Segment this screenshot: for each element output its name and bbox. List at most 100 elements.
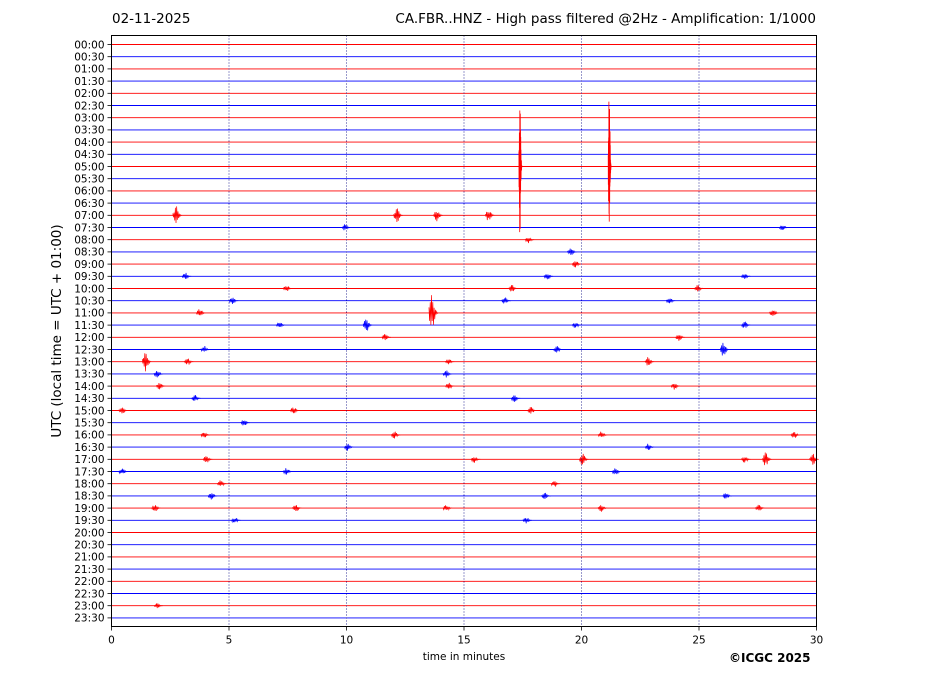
gridline-group xyxy=(228,35,700,627)
y-tick-label: 22:30 xyxy=(74,588,104,600)
event-mark xyxy=(381,334,392,341)
event-mark xyxy=(341,224,352,231)
event-mark xyxy=(203,456,213,463)
event-mark xyxy=(153,370,164,378)
event-mark xyxy=(428,295,439,325)
y-tick-label: 14:30 xyxy=(74,393,104,405)
event-mark xyxy=(769,310,779,316)
event-group xyxy=(118,101,819,609)
chart-title: CA.FBR..HNZ - High pass filtered @2Hz - … xyxy=(395,11,816,27)
y-tick-label: 18:30 xyxy=(74,491,104,503)
event-mark xyxy=(184,358,194,365)
y-tick-label: 23:00 xyxy=(74,601,104,613)
event-mark xyxy=(485,211,495,221)
y-tick-label: 16:00 xyxy=(74,430,104,442)
x-tick-label: 0 xyxy=(108,635,115,647)
y-tick-label: 21:30 xyxy=(74,564,104,576)
event-mark xyxy=(445,382,455,389)
y-tick-label: 05:30 xyxy=(74,174,104,186)
plot-frame xyxy=(111,35,817,627)
event-mark xyxy=(553,346,563,353)
event-mark xyxy=(118,468,128,475)
event-mark xyxy=(240,420,251,426)
event-mark xyxy=(524,237,535,244)
x-tick-group: 0 5 10 15 20 25 30 xyxy=(108,626,823,647)
y-tick-label: 00:00 xyxy=(74,39,104,51)
y-tick-label: 20:00 xyxy=(74,527,104,539)
event-mark xyxy=(362,319,373,331)
x-tick-label: 30 xyxy=(810,635,823,647)
y-tick-label: 16:30 xyxy=(74,442,104,454)
event-mark xyxy=(445,359,455,365)
event-mark xyxy=(644,357,655,366)
y-tick-label: 04:30 xyxy=(74,149,104,161)
y-tick-label: 04:00 xyxy=(74,137,104,149)
event-mark xyxy=(141,353,152,372)
y-tick-label: 13:00 xyxy=(74,357,104,369)
event-mark xyxy=(118,407,128,414)
event-mark xyxy=(207,493,218,500)
event-mark xyxy=(181,272,192,279)
event-mark xyxy=(541,492,551,499)
event-mark xyxy=(200,432,211,438)
event-mark xyxy=(156,382,166,390)
event-mark xyxy=(644,443,655,450)
event-mark xyxy=(522,518,532,524)
y-tick-label: 10:00 xyxy=(74,283,104,295)
event-mark xyxy=(391,431,401,439)
copyright-label: ©ICGC 2025 xyxy=(729,651,811,665)
event-mark xyxy=(741,456,751,463)
chart-date: 02-11-2025 xyxy=(112,11,191,27)
y-tick-label: 01:30 xyxy=(74,76,104,88)
event-mark xyxy=(282,468,293,475)
y-tick-label: 23:30 xyxy=(74,613,104,625)
y-tick-label: 02:30 xyxy=(74,100,104,112)
trace-group xyxy=(111,44,817,619)
event-mark xyxy=(191,394,201,401)
y-tick-label: 14:00 xyxy=(74,381,104,393)
event-mark xyxy=(518,110,523,233)
y-tick-label: 13:30 xyxy=(74,369,104,381)
y-tick-label: 06:30 xyxy=(74,198,104,210)
event-mark xyxy=(755,504,765,511)
y-tick-label: 03:30 xyxy=(74,125,104,137)
y-tick-label: 21:00 xyxy=(74,552,104,564)
event-mark xyxy=(172,206,182,224)
y-tick-label: 06:00 xyxy=(74,186,104,198)
y-tick-label: 10:30 xyxy=(74,296,104,308)
event-mark xyxy=(151,505,161,511)
event-mark xyxy=(778,225,789,230)
y-tick-label: 17:30 xyxy=(74,466,104,478)
event-mark xyxy=(510,395,521,402)
y-tick-label: 01:00 xyxy=(74,64,104,76)
y-tick-label: 15:30 xyxy=(74,418,104,430)
event-mark xyxy=(567,248,577,255)
event-mark xyxy=(790,432,800,438)
event-mark xyxy=(433,212,443,222)
event-mark xyxy=(442,370,453,378)
event-mark xyxy=(231,518,241,524)
event-mark xyxy=(282,286,293,291)
y-tick-label: 11:00 xyxy=(74,308,104,320)
x-tick-label: 20 xyxy=(575,635,588,647)
y-tick-label: 17:00 xyxy=(74,454,104,466)
event-mark xyxy=(597,431,608,438)
x-axis-label: time in minutes xyxy=(422,651,506,663)
event-mark xyxy=(665,298,676,304)
y-tick-label: 07:30 xyxy=(74,222,104,234)
event-mark xyxy=(571,261,582,268)
event-mark xyxy=(722,493,732,499)
event-mark xyxy=(543,273,554,280)
event-mark xyxy=(228,297,239,305)
x-tick-label: 5 xyxy=(226,635,233,647)
x-tick-label: 25 xyxy=(692,635,705,647)
x-tick-label: 10 xyxy=(340,635,353,647)
y-tick-label: 07:00 xyxy=(74,210,104,222)
event-mark xyxy=(597,505,608,512)
event-mark xyxy=(508,285,518,292)
y-tick-label: 08:30 xyxy=(74,247,104,259)
y-tick-label: 03:00 xyxy=(74,113,104,125)
event-mark xyxy=(292,505,302,512)
y-tick-label: 09:30 xyxy=(74,271,104,283)
y-tick-label: 02:00 xyxy=(74,88,104,100)
